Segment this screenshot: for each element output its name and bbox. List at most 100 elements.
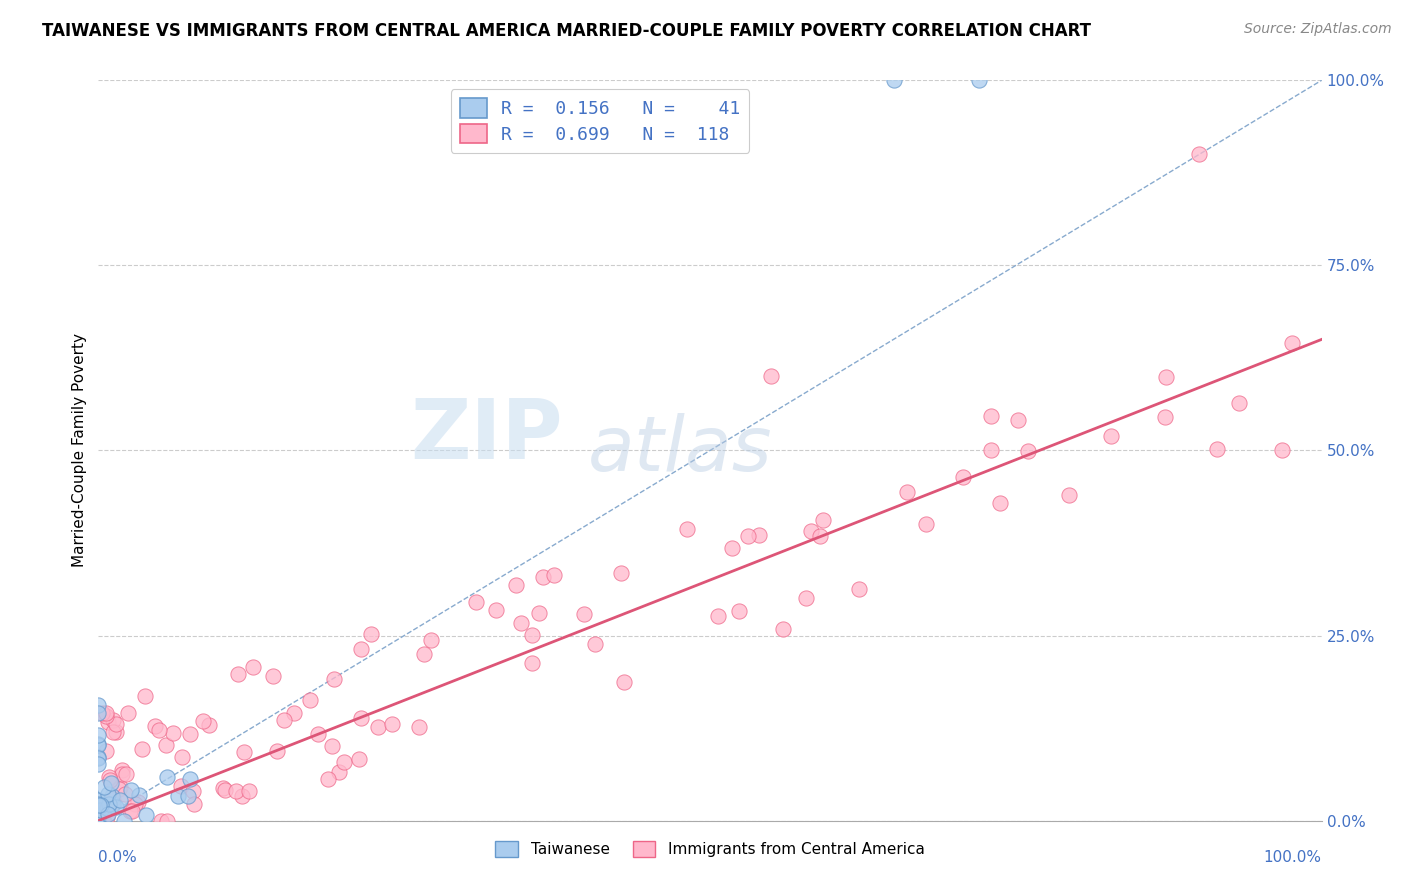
Point (242, 660, 264, 674)
Point (101, 797, 124, 811)
Point (177, 789, 200, 803)
Point (105, 725, 128, 739)
Point (381, 717, 404, 731)
Point (360, 627, 382, 641)
Point (94, 744, 117, 758)
Point (262, 669, 284, 683)
Point (100, 798, 122, 813)
Point (156, 770, 179, 784)
Point (101, 713, 124, 727)
Point (148, 723, 170, 737)
Point (100, 776, 122, 790)
Point (367, 720, 389, 734)
Point (87, 793, 110, 807)
Point (520, 657, 543, 671)
Point (613, 674, 636, 689)
Point (721, 541, 744, 556)
Point (813, 513, 835, 527)
Point (87, 728, 110, 742)
Point (91, 802, 114, 816)
Point (91, 799, 114, 814)
Point (233, 745, 256, 759)
Point (212, 781, 235, 796)
Point (98, 770, 121, 784)
Point (87, 801, 110, 815)
Point (124, 797, 146, 811)
Point (505, 578, 527, 592)
Point (1153, 410, 1175, 425)
Point (1099, 429, 1122, 443)
Point (90, 706, 112, 720)
Point (87, 751, 110, 765)
Point (90, 804, 112, 818)
Point (156, 814, 179, 828)
Point (226, 667, 249, 681)
Text: atlas: atlas (588, 414, 772, 487)
Point (97, 787, 120, 801)
Point (1271, 442, 1294, 457)
Point (107, 782, 129, 797)
Point (520, 628, 543, 642)
Point (91, 814, 114, 828)
Point (155, 738, 177, 752)
Point (988, 496, 1011, 510)
Point (1281, 335, 1303, 350)
Point (952, 469, 974, 483)
Point (748, 528, 770, 542)
Point (96, 810, 118, 824)
Point (225, 784, 247, 798)
Point (808, 529, 831, 543)
Point (609, 566, 631, 581)
Point (510, 616, 533, 631)
Point (727, 604, 749, 618)
Point (162, 726, 184, 740)
Point (89, 798, 111, 813)
Point (772, 622, 794, 636)
Point (87, 802, 110, 816)
Point (543, 567, 565, 582)
Point (112, 814, 135, 828)
Point (794, 591, 817, 606)
Point (87, 798, 110, 813)
Point (350, 642, 373, 657)
Point (101, 724, 124, 739)
Point (97, 715, 120, 730)
Point (121, 805, 143, 819)
Point (93, 780, 115, 794)
Point (585, 637, 607, 651)
Point (179, 727, 201, 741)
Point (114, 787, 136, 801)
Point (350, 711, 373, 725)
Point (97, 797, 120, 811)
Point (91, 814, 114, 828)
Point (1229, 396, 1251, 410)
Point (94, 708, 117, 723)
Point (321, 739, 343, 754)
Text: ZIP: ZIP (411, 395, 564, 476)
Y-axis label: Married-Couple Family Poverty: Married-Couple Family Poverty (72, 334, 87, 567)
Point (915, 516, 938, 531)
Point (94, 706, 117, 720)
Point (980, 443, 1002, 458)
Point (408, 720, 430, 734)
Point (191, 714, 214, 728)
Point (108, 780, 131, 795)
Point (98, 773, 121, 788)
Point (93, 814, 115, 828)
Text: 100.0%: 100.0% (1264, 850, 1322, 865)
Point (143, 719, 166, 733)
Text: Source: ZipAtlas.com: Source: ZipAtlas.com (1244, 22, 1392, 37)
Point (676, 522, 699, 536)
Point (761, 369, 783, 384)
Point (89, 814, 111, 828)
Point (87, 792, 110, 806)
Point (896, 485, 918, 500)
Point (980, 409, 1002, 424)
Point (181, 784, 204, 798)
Point (87, 698, 110, 713)
Point (87, 797, 110, 811)
Text: TAIWANESE VS IMMIGRANTS FROM CENTRAL AMERICA MARRIED-COUPLE FAMILY POVERTY CORRE: TAIWANESE VS IMMIGRANTS FROM CENTRAL AME… (42, 22, 1091, 40)
Point (103, 792, 125, 806)
Point (134, 689, 156, 703)
Point (848, 582, 870, 597)
